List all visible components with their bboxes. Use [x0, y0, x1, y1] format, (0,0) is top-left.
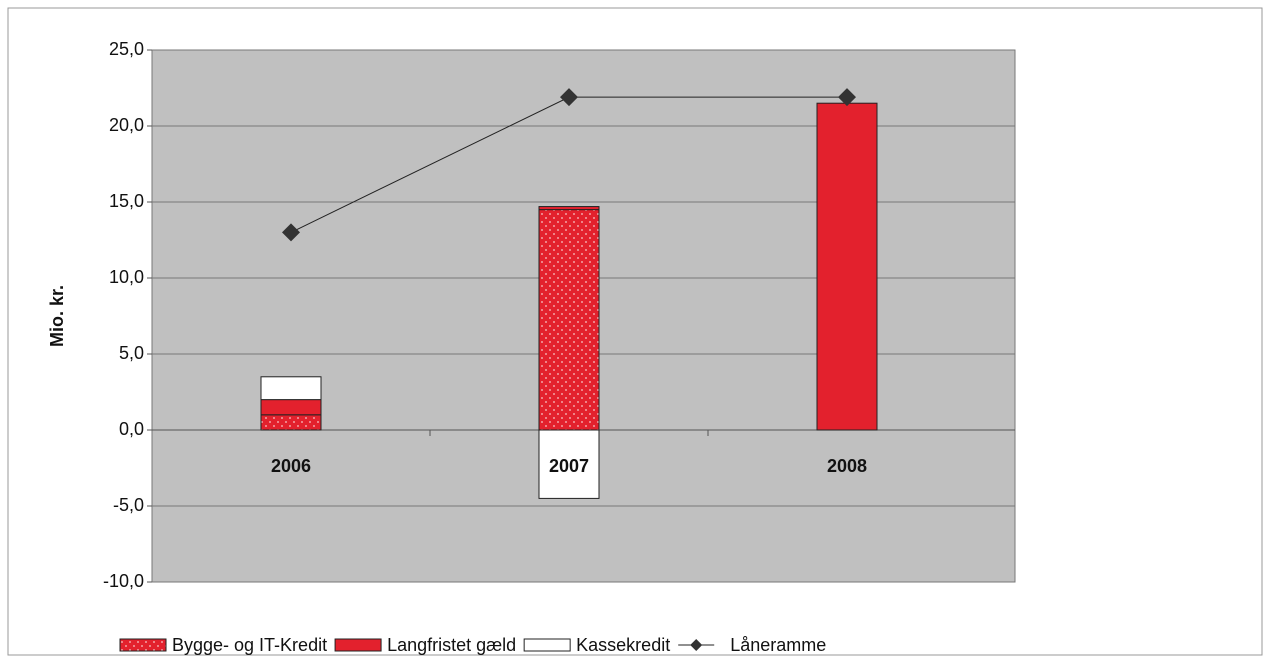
legend-swatch — [119, 638, 167, 652]
line-marker — [282, 223, 300, 242]
bar-segment — [260, 376, 322, 401]
y-tick-label: 5,0 — [119, 343, 144, 363]
y-tick-label: 10,0 — [109, 267, 144, 287]
legend-label: Bygge- og IT-Kredit — [172, 635, 327, 655]
bar-segment — [538, 206, 600, 211]
legend-label: Kassekredit — [576, 635, 670, 655]
bar-segment — [816, 102, 878, 431]
bar-segment — [538, 209, 600, 431]
y-tick-label: 0,0 — [119, 419, 144, 439]
legend-swatch — [523, 638, 571, 652]
legend-label: Låneramme — [730, 635, 826, 655]
y-tick-label: 20,0 — [109, 115, 144, 135]
x-tick-label: 2006 — [271, 456, 311, 476]
bar-segment — [538, 429, 600, 499]
y-tick-label: -5,0 — [113, 495, 144, 515]
y-tick-label: 25,0 — [109, 39, 144, 59]
legend-swatch — [690, 639, 703, 651]
bar-segment — [260, 414, 322, 431]
x-tick-label: 2007 — [549, 456, 589, 476]
x-tick-label: 2008 — [827, 456, 867, 476]
y-tick-label: -10,0 — [103, 571, 144, 591]
y-axis-title: Mio. kr. — [47, 285, 67, 347]
y-tick-label: 15,0 — [109, 191, 144, 211]
line-marker — [838, 88, 856, 107]
line-marker — [560, 88, 578, 107]
legend-swatch — [334, 638, 382, 652]
bar-segment — [260, 399, 322, 416]
legend-label: Langfristet gæld — [387, 635, 516, 655]
